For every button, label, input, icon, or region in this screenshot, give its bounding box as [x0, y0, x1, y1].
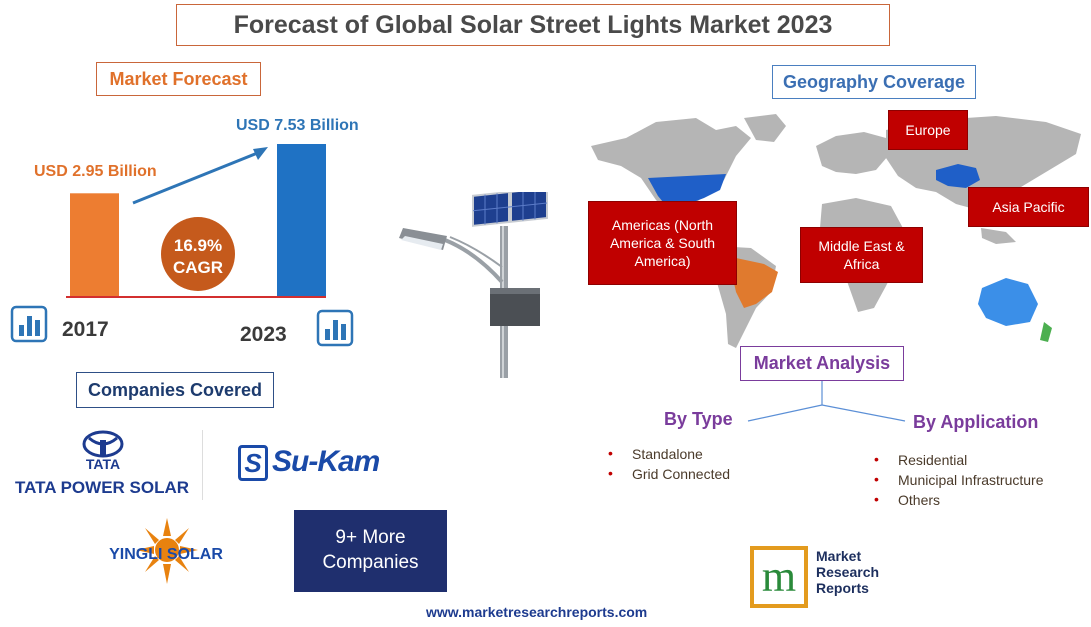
bar-2017 [70, 193, 119, 297]
growth-arrow [132, 150, 261, 205]
region-asia-pacific: Asia Pacific [968, 187, 1089, 227]
year-2017-label: 2017 [62, 318, 109, 341]
geography-coverage-heading: Geography Coverage [772, 65, 976, 99]
yingli-sun-icon [136, 518, 198, 584]
market-analysis-heading: Market Analysis [740, 346, 904, 381]
solar-street-light-image [399, 192, 548, 378]
sukam-text: Su-Kam [272, 445, 380, 478]
yingli-solar-logo: YINGLI SOLAR [96, 518, 236, 590]
by-application-label: By Application [913, 412, 1039, 432]
by-type-list: Standalone Grid Connected [608, 445, 730, 486]
cagr-label: CAGR [173, 258, 223, 277]
website-link[interactable]: www.marketresearchreports.com [426, 604, 648, 620]
market-research-reports-logo: m Market Research Reports [750, 546, 890, 612]
cagr-circle [161, 217, 235, 291]
brand-line-3: Reports [816, 580, 869, 597]
analysis-connector [747, 381, 906, 422]
brand-line-1: Market [816, 548, 862, 564]
china-shape [936, 164, 980, 188]
tata-brand-text: TATA [85, 456, 121, 472]
brazil-shape [732, 258, 778, 308]
page-title: Forecast of Global Solar Street Lights M… [176, 4, 890, 46]
more-companies-box: 9+ More Companies [294, 510, 447, 592]
list-item: Municipal Infrastructure [874, 471, 1044, 492]
region-europe: Europe [888, 110, 968, 150]
by-type-label: By Type [664, 409, 733, 429]
tata-power-solar-logo: TATA TATA POWER SOLAR [2, 424, 202, 502]
forecast-chart: 16.9% CAGR 2017 2023 [10, 144, 354, 347]
list-item: Grid Connected [608, 465, 730, 486]
market-forecast-heading: Market Forecast [96, 62, 261, 96]
list-item: Others [874, 491, 1044, 512]
list-item: Residential [874, 451, 1044, 472]
australia-shape [978, 278, 1038, 326]
list-item: Standalone [608, 445, 730, 466]
sukam-emblem-icon: S [238, 445, 268, 481]
usa-shape [648, 174, 726, 208]
growth-arrow-head [253, 147, 268, 160]
by-application-list: Residential Municipal Infrastructure Oth… [874, 451, 1044, 512]
value-2017-label: USD 2.95 Billion [34, 163, 157, 180]
bar-chart-icon [10, 305, 48, 343]
sukam-logo: S Su-Kam [238, 445, 403, 485]
yingli-solar-text: YINGLI SOLAR [109, 546, 223, 563]
region-americas: Americas (North America & South America) [588, 201, 737, 285]
companies-covered-heading: Companies Covered [76, 372, 274, 408]
brand-line-2: Research [816, 564, 880, 581]
logo-divider [202, 430, 203, 500]
tata-power-solar-text: TATA POWER SOLAR [14, 478, 190, 497]
value-2023-label: USD 7.53 Billion [236, 117, 359, 134]
tata-emblem-icon [82, 430, 124, 458]
region-middle-east-africa: Middle East & Africa [800, 227, 923, 283]
bar-chart-icon [316, 309, 354, 347]
mrr-emblem-icon: m [750, 546, 808, 608]
year-2023-label: 2023 [240, 323, 287, 346]
cagr-value: 16.9% [174, 236, 222, 255]
bar-2023 [277, 144, 326, 297]
new-zealand-shape [1040, 322, 1052, 342]
